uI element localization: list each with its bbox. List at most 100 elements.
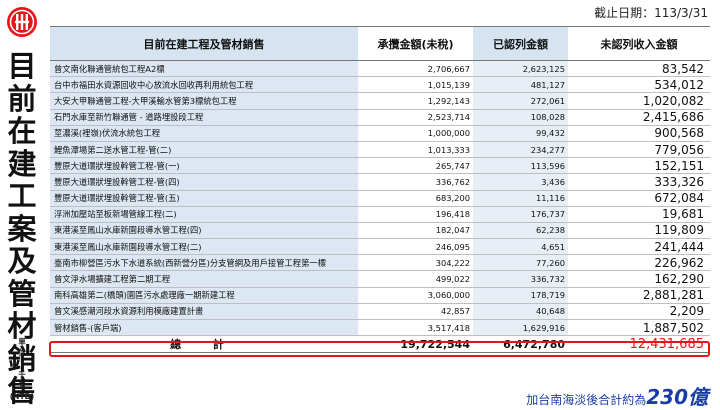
unit-char: (NTD)	[9, 392, 35, 401]
row-recognized: 176,737	[473, 206, 568, 223]
total-label: 總 計	[50, 335, 358, 354]
table-row: 東港溪至鳳山水庫新園段導水管工程(二) 246,095 4,651 241,444	[50, 238, 710, 256]
row-contract: 3,060,000	[358, 287, 473, 304]
header-recognized-amount: 已認列金額	[473, 26, 568, 61]
row-contract: 499,022	[358, 270, 473, 288]
row-recognized: 11,116	[473, 190, 568, 207]
pipe-sales-row: 管材銷售-(客戶端) 3,517,418 1,629,916 1,887,502	[50, 318, 710, 337]
row-contract: 182,047	[358, 222, 473, 240]
row-unrecognized: 241,444	[568, 238, 710, 256]
row-unrecognized: 83,542	[568, 60, 710, 78]
row-name: 豐原大道環狀埋設幹管工程-管(五)	[50, 190, 358, 207]
table-row: 浮洲加壓站至板新場管線工程(二) 196,418 176,737 19,681	[50, 206, 710, 223]
row-contract: 265,747	[358, 157, 473, 175]
table-row: 豐原大道環狀埋設幹管工程-管(五) 683,200 11,116 672,084	[50, 190, 710, 207]
row-contract: 2,706,667	[358, 60, 473, 78]
row-unrecognized: 2,881,281	[568, 287, 710, 304]
row-contract: 1,000,000	[358, 125, 473, 142]
table-row: 臺南市柳營區污水下水道系統(西新營分區)分支管網及用戶接管工程第一標 304,22…	[50, 254, 710, 272]
table-header-row: 目前在建工程及管材銷售 承攬金額(未稅) 已認列金額 未認列收入金額	[50, 26, 710, 61]
title-char: 及	[7, 244, 37, 278]
row-recognized: 272,061	[473, 92, 568, 110]
row-recognized: 481,127	[473, 76, 568, 94]
row-recognized: 1,629,916	[473, 318, 568, 337]
table-row: 莖濃溪(裡嶺)伏流水統包工程 1,000,000 99,432 900,568	[50, 125, 710, 142]
row-recognized: 3,436	[473, 173, 568, 191]
row-contract: 336,762	[358, 173, 473, 191]
row-name: 莖濃溪(裡嶺)伏流水統包工程	[50, 125, 358, 142]
row-contract: 1,292,143	[358, 92, 473, 110]
total-unrecognized: 12,431,685	[568, 335, 710, 354]
row-unrecognized: 1,887,502	[568, 318, 710, 337]
unit-char: 千	[18, 370, 26, 379]
note-amount: 230億	[646, 385, 708, 409]
row-recognized: 2,623,125	[473, 60, 568, 78]
header-unrecognized-amount: 未認列收入金額	[568, 26, 710, 61]
table-row: 大安大甲聯通管工程-大甲溪輸水管第3標統包工程 1,292,143 272,061 1…	[50, 92, 710, 110]
row-recognized: 40,648	[473, 303, 568, 321]
title-char: 在	[7, 114, 37, 148]
table-row: 東港溪至鳳山水庫新園段導水管工程(四) 182,047 62,238 119,809	[50, 222, 710, 240]
row-unrecognized: 1,020,082	[568, 92, 710, 110]
table-row: 南科高雄第二(橋頭)園區污水處理廠一期新建工程 3,060,000 178,719 2…	[50, 287, 710, 304]
table-row: 曾文溪感潮河段水資源利用模廠建置計畫 42,857 40,648 2,209	[50, 303, 710, 321]
row-name: 曾文淨水場擴建工程第二期工程	[50, 270, 358, 288]
table-row: 曾文南化聯通管統包工程A2標 2,706,667 2,623,125 83,542	[50, 60, 710, 78]
row-name: 豐原大道環狀埋設幹管工程-管(四)	[50, 173, 358, 191]
row-unrecognized: 534,012	[568, 76, 710, 94]
unit-char: 位	[18, 348, 26, 357]
table-row: 鯉魚潭場第二送水管工程-管(二) 1,013,333 234,277 779,056	[50, 141, 710, 159]
as-of-date: 截止日期：113/3/31	[594, 6, 708, 20]
vertical-title: 目前在建工案及管材銷售	[4, 50, 40, 408]
row-contract: 1,013,333	[358, 141, 473, 159]
row-recognized: 108,028	[473, 109, 568, 126]
row-recognized: 77,260	[473, 254, 568, 272]
title-char: 前	[7, 81, 37, 116]
row-recognized: 4,651	[473, 238, 568, 256]
row-name: 台中市福田水資源回收中心放流水回收再利用統包工程	[50, 76, 358, 94]
title-char: 建	[7, 146, 37, 181]
row-contract: 3,517,418	[358, 318, 473, 337]
title-char: 管	[7, 276, 37, 311]
row-name: 東港溪至鳳山水庫新園段導水管工程(二)	[50, 238, 358, 256]
header-contract-amount: 承攬金額(未稅)	[358, 26, 473, 61]
row-recognized: 178,719	[473, 287, 568, 304]
row-unrecognized: 2,415,686	[568, 109, 710, 126]
row-name: 南科高雄第二(橋頭)園區污水處理廠一期新建工程	[50, 287, 358, 304]
company-logo-icon	[7, 7, 37, 37]
row-unrecognized: 900,568	[568, 125, 710, 142]
row-name: 石門水庫至新竹聯通管 - 道路埋設段工程	[50, 109, 358, 126]
row-contract: 1,015,139	[358, 76, 473, 94]
table-row: 石門水庫至新竹聯通管 - 道路埋設段工程 2,523,714 108,028 2,41…	[50, 109, 710, 126]
table-row: 豐原大道環狀埋設幹管工程-管(一) 265,747 113,596 152,151	[50, 157, 710, 175]
row-recognized: 99,432	[473, 125, 568, 142]
row-recognized: 234,277	[473, 141, 568, 159]
row-contract: 246,095	[358, 238, 473, 256]
row-contract: 2,523,714	[358, 109, 473, 126]
row-unrecognized: 162,290	[568, 270, 710, 288]
table-row: 台中市福田水資源回收中心放流水回收再利用統包工程 1,015,139 481,127…	[50, 76, 710, 94]
row-unrecognized: 119,809	[568, 222, 710, 240]
total-row: 總 計 19,722,544 6,472,780 12,431,685	[50, 335, 710, 354]
row-unrecognized: 672,084	[568, 190, 710, 207]
project-table: 目前在建工程及管材銷售 承攬金額(未稅) 已認列金額 未認列收入金額 曾文南化聯…	[50, 26, 710, 354]
row-unrecognized: 779,056	[568, 141, 710, 159]
unit-label: 單位: 千元 (NTD)	[4, 336, 40, 402]
row-contract: 42,857	[358, 303, 473, 321]
total-contract: 19,722,544	[358, 335, 473, 354]
row-name: 豐原大道環狀埋設幹管工程-管(一)	[50, 157, 358, 175]
note-prefix: 加台南海淡後合計約為	[526, 393, 647, 407]
row-unrecognized: 333,326	[568, 173, 710, 191]
sidebar: 目前在建工案及管材銷售 單位: 千元 (NTD)	[0, 0, 44, 409]
unit-char: 元	[18, 381, 26, 390]
title-char: 售	[7, 374, 37, 408]
unit-char: :	[20, 359, 24, 368]
row-name: 管材銷售-(客戶端)	[50, 318, 358, 337]
title-char: 工	[7, 179, 37, 213]
row-name: 鯉魚潭場第二送水管工程-管(二)	[50, 141, 358, 159]
row-recognized: 62,238	[473, 222, 568, 240]
title-char: 目	[7, 49, 37, 83]
row-unrecognized: 226,962	[568, 254, 710, 272]
table-row: 豐原大道環狀埋設幹管工程-管(四) 336,762 3,436 333,326	[50, 173, 710, 191]
title-char: 案	[7, 211, 37, 246]
